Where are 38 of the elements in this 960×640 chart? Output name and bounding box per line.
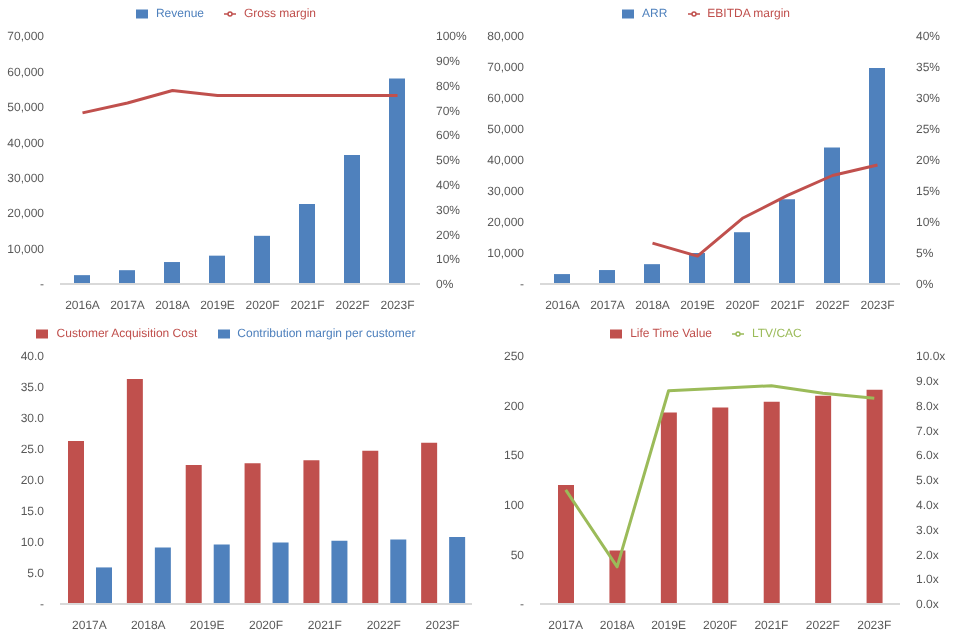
bar [344,155,360,284]
bar [164,262,180,284]
bar [815,395,832,604]
bar [824,147,840,284]
bar [362,450,379,604]
bar [712,407,729,604]
bar [389,78,405,284]
line-series [81,89,399,115]
bar [779,199,795,284]
bar [660,412,677,604]
bar [558,484,574,604]
bar [421,442,438,604]
bar [644,264,660,284]
bar [154,547,171,604]
bar [213,544,230,604]
bar [303,460,320,604]
bar [299,203,315,284]
bar [763,401,780,604]
bar [74,275,90,284]
bar [209,255,225,284]
bar [185,465,202,604]
bar [119,270,135,284]
bar [126,378,143,604]
bar [554,274,570,284]
bar [254,235,270,284]
bar [449,537,466,604]
bar [390,539,407,604]
line-series [651,163,879,258]
bar [869,67,885,284]
bar [331,540,348,604]
bar [68,440,84,604]
bar [866,389,883,604]
bar [272,542,289,604]
bar [244,463,261,604]
bar [734,232,750,284]
line-series [564,384,876,569]
bar [96,567,112,604]
bar [599,270,615,284]
